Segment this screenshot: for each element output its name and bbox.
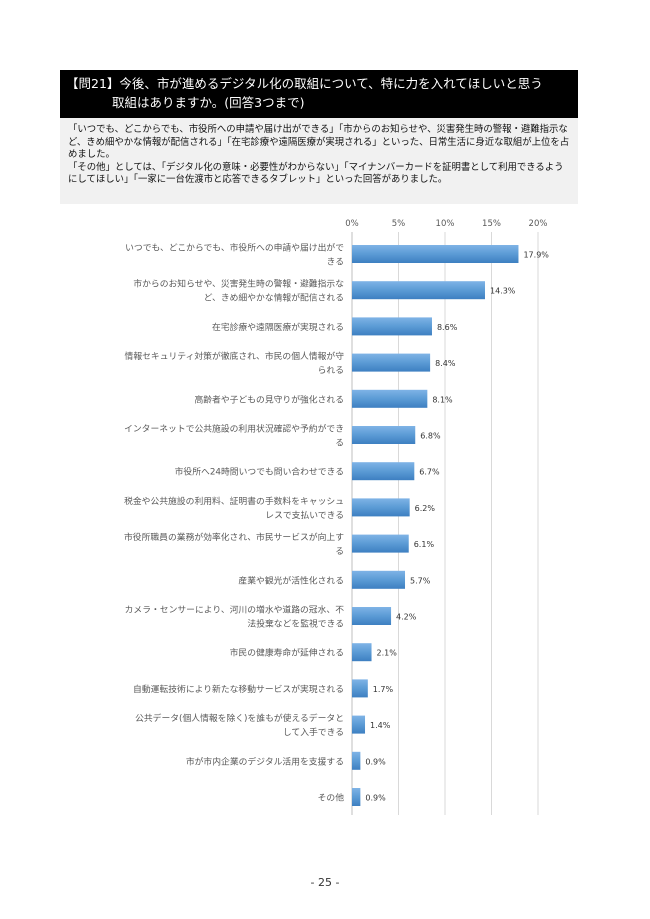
x-tick-label: 15% (482, 219, 501, 229)
category-label: して入手できる (283, 726, 344, 738)
bar-value-label: 1.4% (370, 721, 391, 730)
bar (352, 534, 409, 553)
bar-value-label: 17.9% (523, 251, 549, 260)
bar (352, 643, 372, 662)
bar (352, 751, 361, 770)
category-label: きる (327, 257, 344, 268)
x-tick-label: 10% (436, 219, 455, 229)
page-number: - 25 - (310, 876, 340, 889)
category-label: 法投棄などを監視できる (247, 618, 344, 630)
category-label: 情報セキュリティ対策が徹底され、市民の個人情報が守 (125, 350, 345, 362)
question-header: 【問21】今後、市が進めるデジタル化の取組について、特に力を入れてほしいと思う … (60, 70, 578, 118)
bar (352, 462, 415, 481)
bar-value-label: 0.9% (365, 794, 386, 803)
bar-value-label: 14.3% (490, 287, 516, 296)
category-label: 公共データ(個人情報を除く)を誰もが使えるデータと (135, 712, 344, 724)
x-tick-label: 20% (529, 219, 548, 229)
bar (352, 607, 392, 625)
category-label: る (335, 438, 344, 449)
category-label: ど、きめ細やかな情報が配信される (204, 292, 344, 304)
category-label: レスで支払いできる (265, 509, 344, 521)
bar (352, 788, 361, 806)
bar (352, 281, 485, 300)
category-label: る (335, 546, 344, 557)
bar (352, 570, 406, 589)
bar-value-label: 6.8% (420, 432, 441, 441)
category-label: 高齢者や子どもの見守りが強化される (194, 393, 344, 405)
x-tick-label: 0% (345, 219, 359, 229)
bar (352, 498, 410, 517)
category-label: 市役所職員の業務が効率化され、市民サービスが向上す (124, 531, 344, 543)
question-title-line2: 取組はありますか。(回答3つまで) (112, 95, 305, 110)
bar (352, 426, 416, 444)
bar-value-label: 4.2% (396, 613, 417, 622)
category-label: られる (318, 365, 344, 376)
category-label: 在宅診療や遠隔医療が実現される (212, 321, 344, 333)
bar (352, 389, 428, 408)
bar (352, 317, 432, 336)
bar (352, 715, 366, 734)
category-label: カメラ・センサーにより、河川の増水や道路の冠水、不 (125, 604, 345, 616)
bar-value-label: 6.2% (415, 504, 436, 513)
bar (352, 245, 519, 263)
bar (352, 679, 368, 698)
summary-paragraph-2: 「その他」としては、「デジタル化の意味・必要性がわからない」「マイナンバーカード… (68, 161, 564, 186)
bar-value-label: 6.1% (414, 540, 435, 549)
category-label: 税金や公共施設の利用料、証明書の手数料をキャッシュ (124, 495, 344, 507)
summary-paragraph-1: 「いつでも、どこからでも、市役所への申請や届け出ができる」「市からのお知らせや、… (68, 124, 570, 161)
category-label: 市からのお知らせや、災害発生時の警報・避難指示な (133, 278, 344, 290)
category-label: 産業や観光が活性化される (238, 574, 344, 586)
bar-value-label: 8.1% (432, 395, 453, 404)
category-label: 自動運転技術により新たな移動サービスが実現される (133, 683, 344, 695)
category-label: インターネットで公共施設の利用状況確認や予約ができ (124, 423, 344, 435)
category-label: 市が市内企業のデジタル活用を支援する (186, 755, 344, 767)
x-tick-label: 5% (392, 219, 406, 229)
category-label: いつでも、どこからでも、市役所への申請や届け出がで (125, 242, 344, 254)
category-label: 市民の健康寿命が延伸される (230, 647, 344, 659)
category-label: その他 (318, 792, 345, 804)
bar-value-label: 1.7% (373, 685, 394, 694)
bar-value-label: 8.6% (437, 323, 458, 332)
bar-value-label: 8.4% (435, 359, 456, 368)
bar-value-label: 5.7% (410, 576, 431, 585)
summary-box: 「いつでも、どこからでも、市役所への申請や届け出ができる」「市からのお知らせや、… (60, 118, 578, 204)
bar-value-label: 6.7% (419, 468, 440, 477)
question-title-line1: 【問21】今後、市が進めるデジタル化の取組について、特に力を入れてほしいと思う (66, 76, 543, 91)
bar (352, 353, 431, 372)
category-label: 市役所へ24時間いつでも問い合わせできる (175, 466, 344, 478)
bar-value-label: 2.1% (377, 649, 398, 658)
bar-value-label: 0.9% (365, 757, 386, 766)
